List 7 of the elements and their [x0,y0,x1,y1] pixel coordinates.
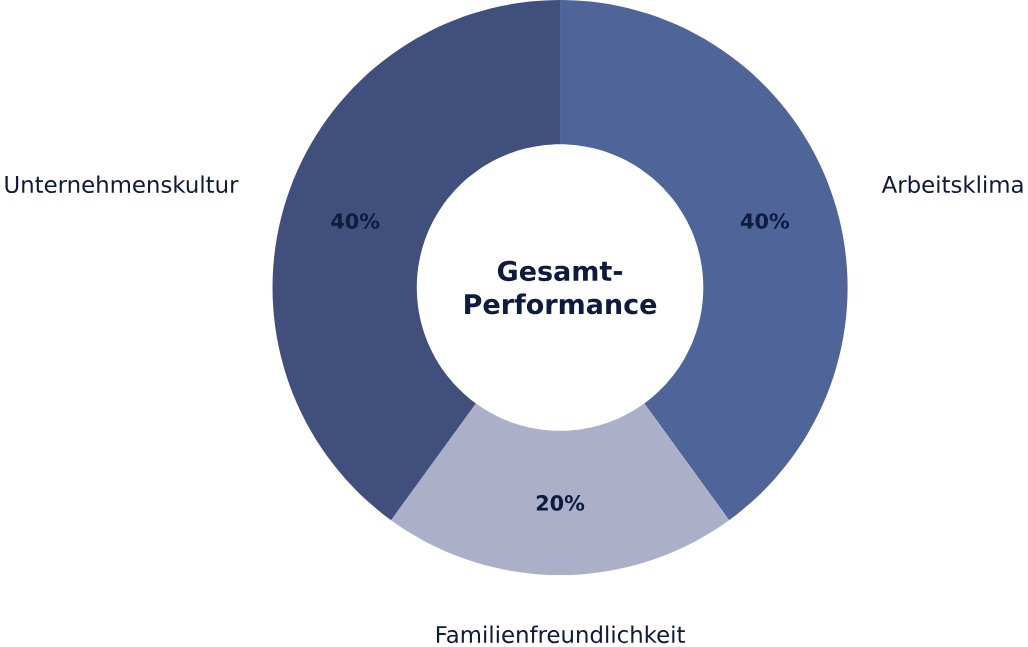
data-label: 40% [740,213,790,230]
slice-label: Arbeitsklima [881,175,1023,194]
data-label: 20% [536,495,585,511]
slice-label: Unternehmenskultur [5,175,239,194]
slice-label: Familienfreundlichkeit [436,625,685,644]
text: Gesamt-Performance [465,260,657,315]
data-label: 40% [331,213,380,230]
